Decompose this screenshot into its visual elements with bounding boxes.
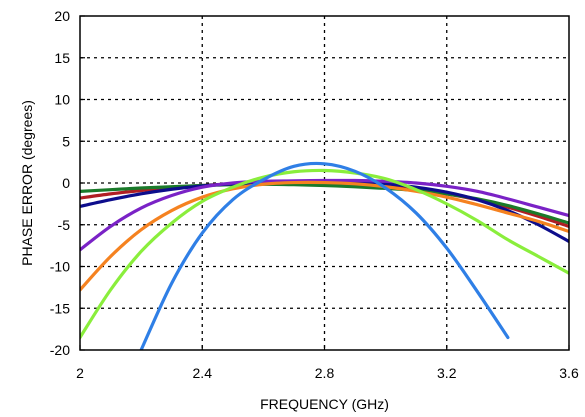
y-tick-label: 10 [54, 92, 70, 108]
x-tick-label: 2.4 [193, 365, 213, 381]
y-tick-label: 15 [54, 50, 70, 66]
y-axis-title: PHASE ERROR (degrees) [19, 100, 35, 266]
series-line-7 [139, 161, 510, 350]
y-tick-label: -20 [50, 342, 70, 358]
series-line-4 [80, 178, 569, 252]
x-tick-label: 3.6 [559, 365, 579, 381]
series-line-5 [80, 180, 569, 292]
y-tick-label: 0 [62, 175, 70, 191]
y-tick-label: 20 [54, 8, 70, 24]
y-tick-label: -10 [50, 259, 70, 275]
x-tick-label: 3.2 [437, 365, 457, 381]
x-tick-label: 2.8 [315, 365, 335, 381]
y-tick-label: -5 [58, 217, 71, 233]
series-line-6 [80, 168, 569, 340]
series-lines [80, 161, 569, 350]
y-tick-label: 5 [62, 133, 70, 149]
series-line-2 [80, 182, 569, 225]
x-tick-label: 2 [76, 365, 84, 381]
axis-ticks [79, 15, 570, 351]
tick-labels: 2 2.4 2.8 3.2 3.6 -20 -15 -10 -5 0 5 10 15 20 [50, 8, 579, 381]
y-tick-label: -15 [50, 300, 70, 316]
x-axis-title: FREQUENCY (GHz) [260, 396, 389, 412]
